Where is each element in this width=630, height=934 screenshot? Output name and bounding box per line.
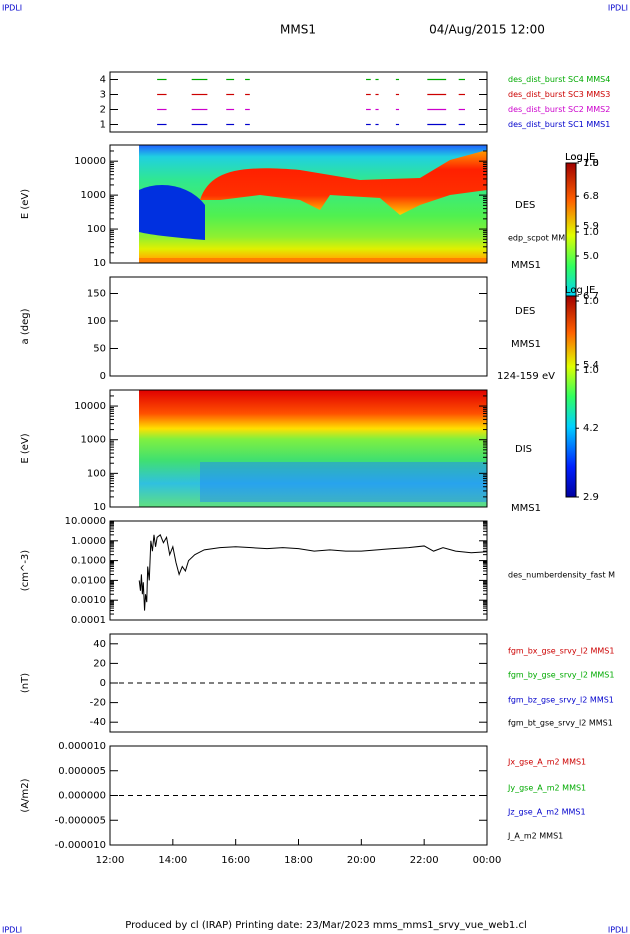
panel-frame (109, 71, 488, 133)
legend-entry: fgm_bx_gse_srvy_l2 MMS1 (508, 647, 614, 656)
legend-entry: des_dist_burst SC4 MMS4 (508, 75, 610, 84)
annotation: DES (515, 306, 535, 317)
legend-entry: J_A_m2 MMS1 (507, 832, 563, 841)
y-tick-label: -40 (90, 717, 106, 728)
legend-entry: fgm_by_gse_srvy_l2 MMS1 (508, 671, 614, 680)
y-tick-label: 0.0010 (71, 595, 106, 606)
y-tick-label: 0.000000 (58, 791, 106, 802)
y-tick-label: 10 (93, 502, 106, 513)
legend-entry: des_dist_burst SC1 MMS1 (508, 120, 610, 129)
x-tick-label: 12:00 (96, 855, 125, 866)
y-tick-label: 10.0000 (65, 516, 106, 527)
x-tick-label: 16:00 (221, 855, 250, 866)
corner-right: IPDLI (608, 4, 628, 13)
colorbar-tick-label: 1.0 (583, 296, 599, 307)
y-tick-label: 0.000010 (58, 741, 106, 752)
y-tick-label: 100 (87, 468, 106, 479)
y-tick-label: 1000 (81, 190, 106, 201)
y-tick-label: 40 (93, 639, 106, 650)
spectrogram-des-image (139, 145, 487, 263)
spectrogram-dis-image (139, 390, 487, 507)
y-tick-label: 10 (93, 258, 106, 269)
annotation: DES (515, 200, 535, 211)
footer-text: Produced by cl (IRAP) Printing date: 23/… (125, 920, 526, 931)
y-tick-label: 3 (100, 90, 106, 101)
colorbar-tick-label: 6.7 (583, 291, 599, 302)
colorbar-tick-label: 6.8 (583, 191, 599, 202)
colorbar-tick-label: 5.9 (583, 221, 599, 232)
corner-left: IPDLI (2, 4, 22, 13)
legend-entry: Jy_gse_A_m2 MMS1 (507, 784, 586, 793)
y-tick-label: 100 (87, 224, 106, 235)
y-tick-label: 0.1000 (71, 556, 106, 567)
annotation: MMS1 (511, 503, 541, 514)
y-tick-label: 1000 (81, 435, 106, 446)
colorbar-tick-label: 1.0 (583, 158, 599, 169)
annotation: DIS (515, 444, 532, 455)
y-axis-label: (A/m2) (20, 778, 31, 812)
y-tick-label: 2 (100, 105, 106, 116)
corner-right-bottom: IPDLI (608, 926, 628, 934)
y-tick-label: 0.000005 (58, 766, 106, 777)
title: MMS1 (280, 23, 316, 37)
colorbar (565, 295, 577, 498)
x-tick-label: 22:00 (410, 855, 439, 866)
colorbar-tick-label: 2.9 (583, 492, 599, 503)
annotation: MMS1 (511, 260, 541, 271)
colorbar-tick-label: 1.0 (583, 227, 599, 238)
legend-entry: fgm_bt_gse_srvy_l2 MMS1 (508, 719, 613, 728)
x-tick-label: 00:00 (473, 855, 502, 866)
y-tick-label: 0.0100 (71, 575, 106, 586)
y-tick-label: 0 (100, 678, 106, 689)
panel-frame (109, 144, 488, 264)
y-tick-label: 1 (100, 120, 106, 131)
colorbar-label: Log JE (565, 152, 595, 163)
colorbar-label: Log JE (565, 152, 595, 163)
panel-frame (109, 389, 488, 508)
x-tick-label: 20:00 (347, 855, 376, 866)
annotation: edp_scpot MMS1 (508, 234, 575, 243)
y-tick-label: 20 (93, 658, 106, 669)
legend-entry: Jz_gse_A_m2 MMS1 (507, 808, 586, 817)
date: 04/Aug/2015 12:00 (429, 23, 545, 37)
y-tick-label: -0.000005 (55, 815, 106, 826)
y-tick-label: 50 (93, 344, 106, 355)
y-tick-label: 10000 (74, 401, 106, 412)
y-tick-label: 100 (87, 316, 106, 327)
corner-left-bottom: IPDLI (2, 926, 22, 934)
colorbar-tick-label: 7.8 (583, 158, 599, 169)
y-axis-label: E (eV) (20, 433, 31, 463)
legend-entry: des_numberdensity_fast M (508, 571, 615, 580)
y-tick-label: -20 (90, 698, 106, 709)
y-tick-label: 1.0000 (71, 536, 106, 547)
y-tick-label: 0 (100, 371, 106, 382)
panel-frame (109, 520, 488, 621)
colorbar-tick-label: 5.0 (583, 251, 599, 262)
y-tick-label: -0.000010 (55, 840, 106, 851)
x-tick-label: 18:00 (284, 855, 313, 866)
legend-entry: des_dist_burst SC2 MMS2 (508, 105, 610, 114)
annotation: MMS1 (511, 339, 541, 350)
y-tick-label: 0.0001 (71, 615, 106, 626)
panel-frame (109, 276, 488, 377)
density-line (138, 534, 488, 611)
y-axis-label: (nT) (20, 673, 31, 693)
y-tick-label: 150 (87, 289, 106, 300)
legend-entry: des_dist_burst SC3 MMS3 (508, 90, 610, 99)
legend-entry: fgm_bz_gse_srvy_l2 MMS1 (508, 696, 614, 705)
annotation: 124-159 eV (497, 371, 555, 382)
colorbar-tick-label: 5.4 (583, 360, 599, 371)
x-tick-label: 14:00 (158, 855, 187, 866)
y-axis-label: E (eV) (20, 189, 31, 219)
y-tick-label: 4 (100, 75, 106, 86)
y-tick-label: 10000 (74, 156, 106, 167)
legend-entry: Jx_gse_A_m2 MMS1 (507, 758, 586, 767)
y-axis-label: (cm^-3) (20, 550, 31, 591)
y-axis-label: a (deg) (20, 308, 31, 344)
colorbar-tick-label: 1.0 (583, 365, 599, 376)
colorbar-tick-label: 4.2 (583, 423, 599, 434)
colorbar-label: Log JE (565, 285, 595, 296)
